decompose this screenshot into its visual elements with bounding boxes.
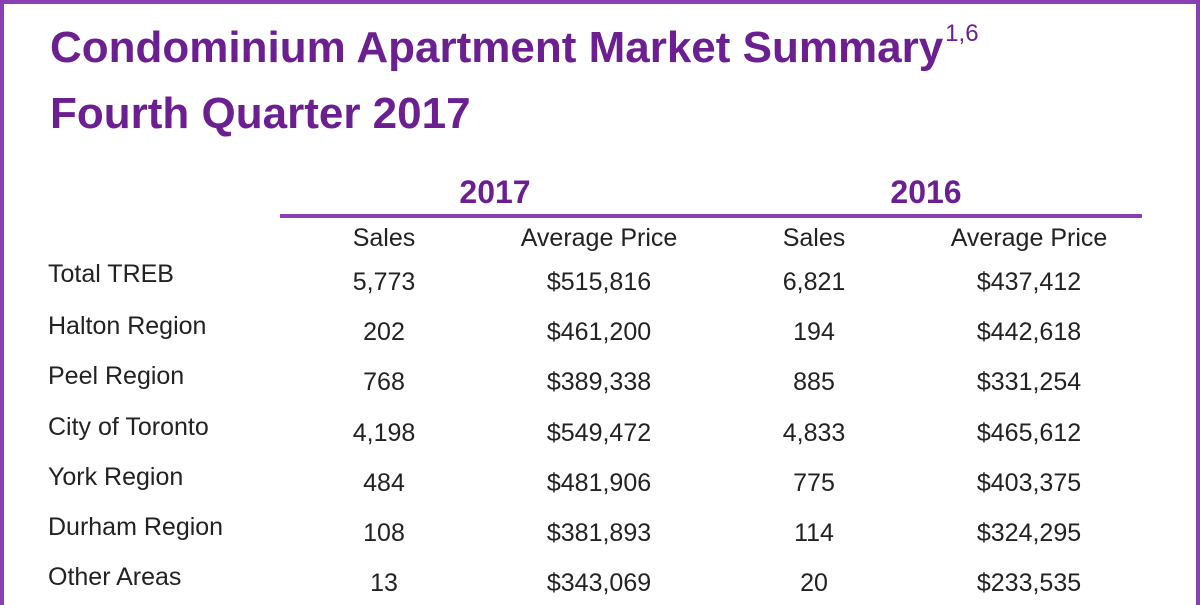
header-divider [280, 214, 1142, 218]
year-header-2017: 2017 [459, 174, 531, 210]
cell-sales-2017: 13 [370, 569, 398, 597]
column-header-sales-2017: Sales [352, 224, 416, 252]
cell-average-price-2016: $233,535 [976, 569, 1082, 597]
cell-average-price-2017: $481,906 [546, 469, 652, 497]
cell-sales-2016: 775 [793, 469, 835, 497]
cell-average-price-2016: $324,295 [976, 519, 1082, 547]
cell-average-price-2017: $461,200 [546, 318, 652, 346]
cell-sales-2017: 484 [363, 469, 405, 497]
cell-sales-2016: 20 [800, 569, 828, 597]
title-text: Condominium Apartment Market Summary [50, 23, 944, 72]
cell-sales-2017: 4,198 [352, 419, 416, 447]
column-header-average-price-2016: Average Price [950, 224, 1108, 252]
row-label-york-region: York Region [48, 463, 184, 491]
cell-average-price-2017: $381,893 [546, 519, 652, 547]
cell-average-price-2017: $389,338 [546, 368, 652, 396]
row-label-peel-region: Peel Region [48, 362, 185, 390]
cell-sales-2016: 6,821 [782, 268, 846, 296]
row-label-city-of-toronto: City of Toronto [48, 413, 209, 441]
cell-sales-2016: 885 [793, 368, 835, 396]
cell-average-price-2016: $403,375 [976, 469, 1082, 497]
cell-sales-2016: 4,833 [782, 419, 846, 447]
title-footnote-marker: 1,6 [945, 20, 979, 47]
cell-average-price-2017: $343,069 [546, 569, 652, 597]
cell-average-price-2016: $442,618 [976, 318, 1082, 346]
row-label-total-treb: Total TREB [48, 260, 174, 288]
cell-average-price-2016: $437,412 [976, 268, 1082, 296]
cell-sales-2017: 202 [363, 318, 405, 346]
row-label-halton-region: Halton Region [48, 312, 207, 340]
column-header-average-price-2017: Average Price [520, 224, 678, 252]
cell-sales-2016: 194 [793, 318, 835, 346]
cell-sales-2017: 5,773 [352, 268, 416, 296]
cell-sales-2016: 114 [794, 519, 834, 547]
row-label-other-areas: Other Areas [48, 563, 182, 591]
cell-average-price-2017: $515,816 [546, 268, 652, 296]
year-header-2016: 2016 [890, 174, 962, 210]
cell-average-price-2017: $549,472 [546, 419, 652, 447]
page-title: Condominium Apartment Market Summary1,6 [50, 22, 979, 72]
cell-average-price-2016: $465,612 [976, 419, 1082, 447]
cell-sales-2017: 768 [363, 368, 405, 396]
cell-sales-2017: 108 [363, 519, 405, 547]
cell-average-price-2016: $331,254 [976, 368, 1082, 396]
row-label-durham-region: Durham Region [48, 513, 224, 541]
page-subtitle: Fourth Quarter 2017 [50, 89, 471, 138]
column-header-sales-2016: Sales [782, 224, 846, 252]
